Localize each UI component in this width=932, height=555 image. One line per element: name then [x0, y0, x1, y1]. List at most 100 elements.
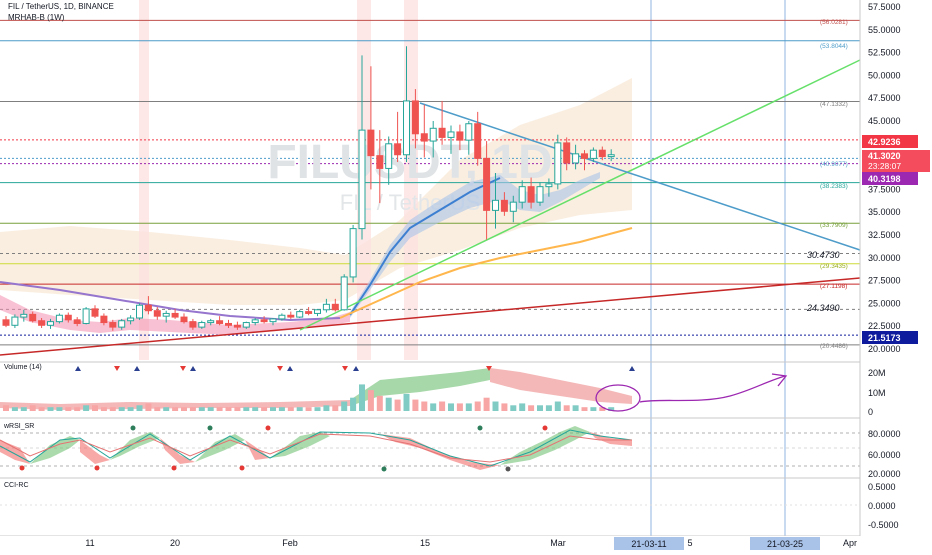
volume-bar — [172, 407, 179, 411]
wrsi-line — [0, 429, 633, 467]
price-tick: 57.5000 — [868, 2, 901, 12]
volume-annotation-arrowhead — [771, 373, 788, 387]
volume-bar — [456, 403, 463, 411]
volume-bar — [341, 401, 348, 411]
candle-body — [127, 317, 135, 322]
wrsi-marker — [207, 425, 213, 431]
volume-bar — [83, 405, 90, 411]
cci-tick: 0.5000 — [868, 482, 896, 492]
vol-tick: 20M — [868, 368, 886, 378]
volume-bar — [439, 401, 446, 411]
level-label: (29.3435) — [820, 263, 848, 270]
date-box — [614, 537, 684, 550]
ma-orange — [339, 227, 633, 319]
volume-bar — [519, 403, 526, 411]
time-label: Mar — [550, 538, 566, 548]
volume-bar — [554, 401, 561, 411]
vol-tick: 10M — [868, 388, 886, 398]
trendline-green — [299, 59, 861, 331]
volume-bar — [216, 407, 223, 411]
candle-body — [527, 186, 535, 203]
level-label: (27.1198) — [820, 283, 847, 290]
candle-body — [563, 142, 571, 164]
volume-bar — [483, 397, 490, 411]
level-label: 24.3490 — [806, 303, 840, 313]
wrsi-marker — [239, 465, 245, 471]
candle-body — [180, 316, 188, 323]
candle-body — [278, 314, 286, 320]
candle-body — [189, 321, 197, 328]
volume-bar — [394, 399, 401, 411]
volume-bar — [412, 399, 419, 411]
candle-body — [572, 153, 580, 164]
candle-body — [322, 303, 330, 311]
price-tick: 52.5000 — [868, 48, 901, 58]
wrsi-markers — [19, 425, 548, 472]
date-box — [750, 537, 820, 550]
volume-annotation-circle — [595, 384, 641, 412]
wrsi-marker — [542, 425, 548, 431]
volume-bar — [359, 384, 365, 411]
wrsi-marker — [381, 466, 387, 472]
wrsi-pane: wRSI_SR — [0, 417, 932, 472]
candle-body — [465, 123, 473, 141]
price-axis[interactable]: 57.5000 55.0000 52.5000 50.0000 47.5000 45.00… — [859, 0, 932, 536]
volume-bar — [305, 407, 312, 411]
candle-body — [474, 123, 482, 159]
volume-bar — [287, 407, 294, 411]
volume-bar — [225, 407, 232, 411]
volume-bar — [92, 405, 98, 411]
price-pane — [0, 0, 861, 550]
price-tick: 35.0000 — [868, 207, 901, 217]
volume-bar — [56, 407, 63, 411]
price-tick: 32.5000 — [868, 230, 901, 240]
candle-body — [260, 319, 268, 323]
level-label: (53.8044) — [820, 43, 848, 50]
volume-bar — [367, 390, 374, 411]
time-axis[interactable]: 11 20 Feb 15 Mar 5 Apr 21-03-11 21-03-25 — [0, 536, 932, 550]
candle-body — [29, 313, 37, 322]
level-label: (56.0281) — [820, 19, 848, 26]
candle-body — [385, 143, 393, 169]
volume-bar — [29, 405, 36, 411]
trendline-blue — [419, 102, 861, 251]
wrsi-fill-green — [30, 426, 590, 465]
candles — [2, 46, 615, 331]
signal-marker — [114, 366, 120, 371]
volume-bar — [350, 397, 357, 411]
tag-low — [862, 331, 918, 344]
symbol-title: FIL / TetherUS, 1D, BINANCE — [8, 2, 114, 11]
candle-body — [349, 228, 357, 278]
volume-bars — [3, 384, 615, 411]
time-label: Apr — [843, 538, 857, 548]
candle-body — [82, 308, 90, 324]
wrsi-line-red — [0, 433, 632, 463]
candle-body — [358, 129, 366, 230]
candle-body — [100, 315, 108, 324]
candle-body — [447, 131, 455, 138]
level-label: 30.4730 — [807, 250, 840, 260]
volume-bar — [465, 403, 472, 411]
candle-body — [589, 149, 597, 159]
cloud-band — [0, 78, 632, 305]
wrsi-marker — [19, 465, 25, 471]
candle-body — [331, 303, 339, 311]
signal-marker — [75, 366, 81, 371]
price-tick: 30.0000 — [868, 253, 901, 263]
level-labels: (56.0281) (53.8044) (47.1332) (40.9077) … — [806, 19, 848, 350]
volume-bar — [207, 407, 214, 411]
candle-body — [314, 309, 321, 314]
volume-bar — [448, 403, 454, 411]
date-box-text: 21-03-11 — [631, 539, 666, 549]
ribbon-pink — [0, 295, 350, 335]
candle-body — [296, 311, 304, 318]
tag-timer-text: 23:28:07 — [868, 161, 901, 171]
candle-body — [483, 157, 491, 211]
time-label: 20 — [170, 538, 180, 548]
highlight-column — [139, 0, 149, 360]
volume-bar — [403, 393, 410, 411]
volume-bar — [127, 407, 134, 411]
candle-body — [554, 142, 562, 185]
